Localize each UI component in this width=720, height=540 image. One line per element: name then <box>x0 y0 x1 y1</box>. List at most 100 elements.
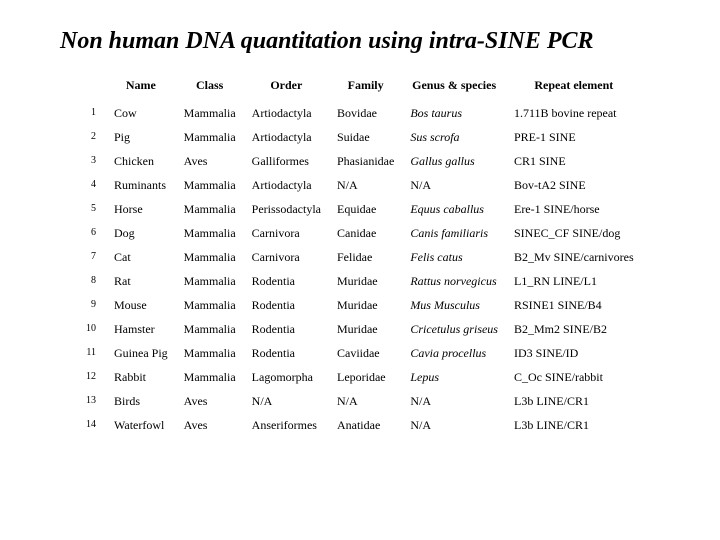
cell-class: Mammalia <box>176 245 244 269</box>
cell-name: Mouse <box>106 293 176 317</box>
cell-family: Canidae <box>329 221 402 245</box>
species-table: Name Class Order Family Genus & species … <box>70 73 642 437</box>
cell-repeat: B2_Mv SINE/carnivores <box>506 245 642 269</box>
cell-order: Anseriformes <box>244 413 329 437</box>
cell-repeat: RSINE1 SINE/B4 <box>506 293 642 317</box>
cell-class: Mammalia <box>176 365 244 389</box>
cell-genus: Lepus <box>402 365 506 389</box>
cell-name: Rabbit <box>106 365 176 389</box>
cell-name: Rat <box>106 269 176 293</box>
col-name: Name <box>106 73 176 101</box>
cell-repeat: ID3 SINE/ID <box>506 341 642 365</box>
cell-repeat: Bov-tA2 SINE <box>506 173 642 197</box>
table-row: 3ChickenAvesGalliformesPhasianidaeGallus… <box>70 149 642 173</box>
cell-family: Suidae <box>329 125 402 149</box>
cell-repeat: PRE-1 SINE <box>506 125 642 149</box>
table-row: 1CowMammaliaArtiodactylaBovidaeBos tauru… <box>70 101 642 125</box>
cell-class: Aves <box>176 149 244 173</box>
cell-order: Lagomorpha <box>244 365 329 389</box>
cell-repeat: L1_RN LINE/L1 <box>506 269 642 293</box>
cell-order: Artiodactyla <box>244 125 329 149</box>
cell-index: 8 <box>70 269 106 293</box>
cell-family: Bovidae <box>329 101 402 125</box>
cell-index: 2 <box>70 125 106 149</box>
cell-order: Artiodactyla <box>244 173 329 197</box>
cell-name: Waterfowl <box>106 413 176 437</box>
cell-index: 13 <box>70 389 106 413</box>
cell-name: Pig <box>106 125 176 149</box>
cell-class: Mammalia <box>176 173 244 197</box>
cell-index: 10 <box>70 317 106 341</box>
cell-repeat: B2_Mm2 SINE/B2 <box>506 317 642 341</box>
cell-family: Muridae <box>329 317 402 341</box>
cell-class: Aves <box>176 413 244 437</box>
table-row: 12RabbitMammaliaLagomorphaLeporidaeLepus… <box>70 365 642 389</box>
cell-family: N/A <box>329 173 402 197</box>
col-repeat: Repeat element <box>506 73 642 101</box>
col-family: Family <box>329 73 402 101</box>
col-order: Order <box>244 73 329 101</box>
cell-class: Mammalia <box>176 341 244 365</box>
cell-index: 12 <box>70 365 106 389</box>
table-row: 4RuminantsMammaliaArtiodactylaN/AN/ABov-… <box>70 173 642 197</box>
cell-index: 14 <box>70 413 106 437</box>
cell-repeat: 1.711B bovine repeat <box>506 101 642 125</box>
table-row: 13BirdsAvesN/AN/AN/AL3b LINE/CR1 <box>70 389 642 413</box>
cell-repeat: L3b LINE/CR1 <box>506 389 642 413</box>
table-row: 5HorseMammaliaPerissodactylaEquidaeEquus… <box>70 197 642 221</box>
page-title: Non human DNA quantitation using intra-S… <box>60 28 680 55</box>
cell-index: 7 <box>70 245 106 269</box>
cell-repeat: C_Oc SINE/rabbit <box>506 365 642 389</box>
cell-genus: Felis catus <box>402 245 506 269</box>
table-row: 9MouseMammaliaRodentiaMuridaeMus Musculu… <box>70 293 642 317</box>
cell-family: Muridae <box>329 269 402 293</box>
table-row: 2PigMammaliaArtiodactylaSuidaeSus scrofa… <box>70 125 642 149</box>
table-row: 10HamsterMammaliaRodentiaMuridaeCricetul… <box>70 317 642 341</box>
col-genus: Genus & species <box>402 73 506 101</box>
header-row: Name Class Order Family Genus & species … <box>70 73 642 101</box>
col-index <box>70 73 106 101</box>
cell-class: Aves <box>176 389 244 413</box>
col-class: Class <box>176 73 244 101</box>
cell-genus: Rattus norvegicus <box>402 269 506 293</box>
cell-order: Rodentia <box>244 341 329 365</box>
cell-genus: Sus scrofa <box>402 125 506 149</box>
cell-repeat: CR1 SINE <box>506 149 642 173</box>
cell-genus: Cavia procellus <box>402 341 506 365</box>
cell-name: Hamster <box>106 317 176 341</box>
cell-class: Mammalia <box>176 269 244 293</box>
table-row: 14WaterfowlAvesAnseriformesAnatidaeN/AL3… <box>70 413 642 437</box>
cell-name: Birds <box>106 389 176 413</box>
cell-index: 9 <box>70 293 106 317</box>
cell-index: 5 <box>70 197 106 221</box>
cell-family: N/A <box>329 389 402 413</box>
cell-order: Galliformes <box>244 149 329 173</box>
cell-index: 3 <box>70 149 106 173</box>
cell-order: Perissodactyla <box>244 197 329 221</box>
cell-class: Mammalia <box>176 197 244 221</box>
cell-genus: N/A <box>402 413 506 437</box>
table-row: 11Guinea PigMammaliaRodentiaCaviidaeCavi… <box>70 341 642 365</box>
slide: Non human DNA quantitation using intra-S… <box>0 0 720 540</box>
cell-genus: Equus caballus <box>402 197 506 221</box>
cell-name: Chicken <box>106 149 176 173</box>
cell-family: Leporidae <box>329 365 402 389</box>
cell-genus: Cricetulus griseus <box>402 317 506 341</box>
cell-index: 11 <box>70 341 106 365</box>
cell-genus: Bos taurus <box>402 101 506 125</box>
cell-order: N/A <box>244 389 329 413</box>
cell-index: 1 <box>70 101 106 125</box>
cell-genus: N/A <box>402 173 506 197</box>
cell-genus: Mus Musculus <box>402 293 506 317</box>
table-body: 1CowMammaliaArtiodactylaBovidaeBos tauru… <box>70 101 642 437</box>
cell-repeat: SINEC_CF SINE/dog <box>506 221 642 245</box>
cell-repeat: L3b LINE/CR1 <box>506 413 642 437</box>
cell-genus: N/A <box>402 389 506 413</box>
cell-order: Rodentia <box>244 269 329 293</box>
cell-index: 6 <box>70 221 106 245</box>
table-row: 7CatMammaliaCarnivoraFelidaeFelis catusB… <box>70 245 642 269</box>
cell-name: Guinea Pig <box>106 341 176 365</box>
cell-family: Muridae <box>329 293 402 317</box>
cell-order: Carnivora <box>244 221 329 245</box>
cell-class: Mammalia <box>176 293 244 317</box>
